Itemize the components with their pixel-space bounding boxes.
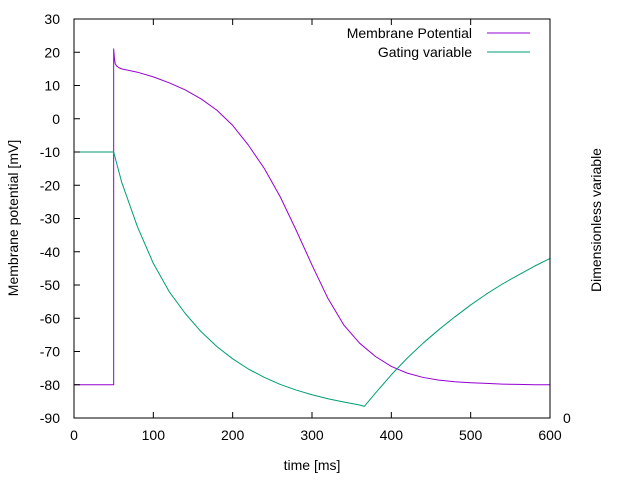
y-tick-label: 30 (44, 11, 60, 27)
plot-frame (73, 18, 551, 419)
x-tick-label: 600 (538, 427, 562, 443)
y-tick-label: 10 (44, 78, 60, 94)
legend-entry-gating-variable: Gating variable (378, 44, 530, 60)
legend-label-membrane-potential: Membrane Potential (347, 25, 472, 41)
y-tick-label: -30 (40, 211, 60, 227)
series-line-gating-variable (74, 151, 551, 407)
x-tick-label: 200 (221, 427, 245, 443)
x-axis-label: time [ms] (284, 457, 341, 473)
y-tick-label: -90 (40, 410, 60, 426)
y-axis-label: Membrane potential [mV] (5, 140, 21, 296)
x-axis-ticks: 0 100 200 300 400 500 600 (70, 19, 562, 443)
y-tick-label: 20 (44, 44, 60, 60)
x-tick-label: 400 (380, 427, 404, 443)
y-tick-label: -10 (40, 144, 60, 160)
y2-tick-label: 0 (563, 410, 571, 426)
x-tick-label: 0 (70, 427, 78, 443)
y-tick-label: -50 (40, 277, 60, 293)
x-tick-label: 300 (300, 427, 324, 443)
y2-axis-label: Dimensionless variable (588, 148, 604, 292)
y-tick-label: -60 (40, 310, 60, 326)
y-axis-ticks: 30 20 10 0 -10 -20 -30 -40 -50 -60 -70 -80 -90 (40, 11, 80, 426)
plot-lines (74, 48, 551, 407)
x-tick-label: 100 (142, 427, 166, 443)
y-tick-label: -80 (40, 377, 60, 393)
series-line-membrane-potential (74, 48, 550, 386)
y-tick-label: -40 (40, 244, 60, 260)
y2-axis-ticks: 0 (563, 410, 571, 426)
legend-entry-membrane-potential: Membrane Potential (347, 25, 530, 41)
y-tick-label: -20 (40, 177, 60, 193)
legend: Membrane Potential Gating variable (347, 25, 530, 60)
legend-label-gating-variable: Gating variable (378, 44, 472, 60)
y-tick-label: -70 (40, 344, 60, 360)
x-tick-label: 500 (459, 427, 483, 443)
y-tick-label: 0 (52, 111, 60, 127)
